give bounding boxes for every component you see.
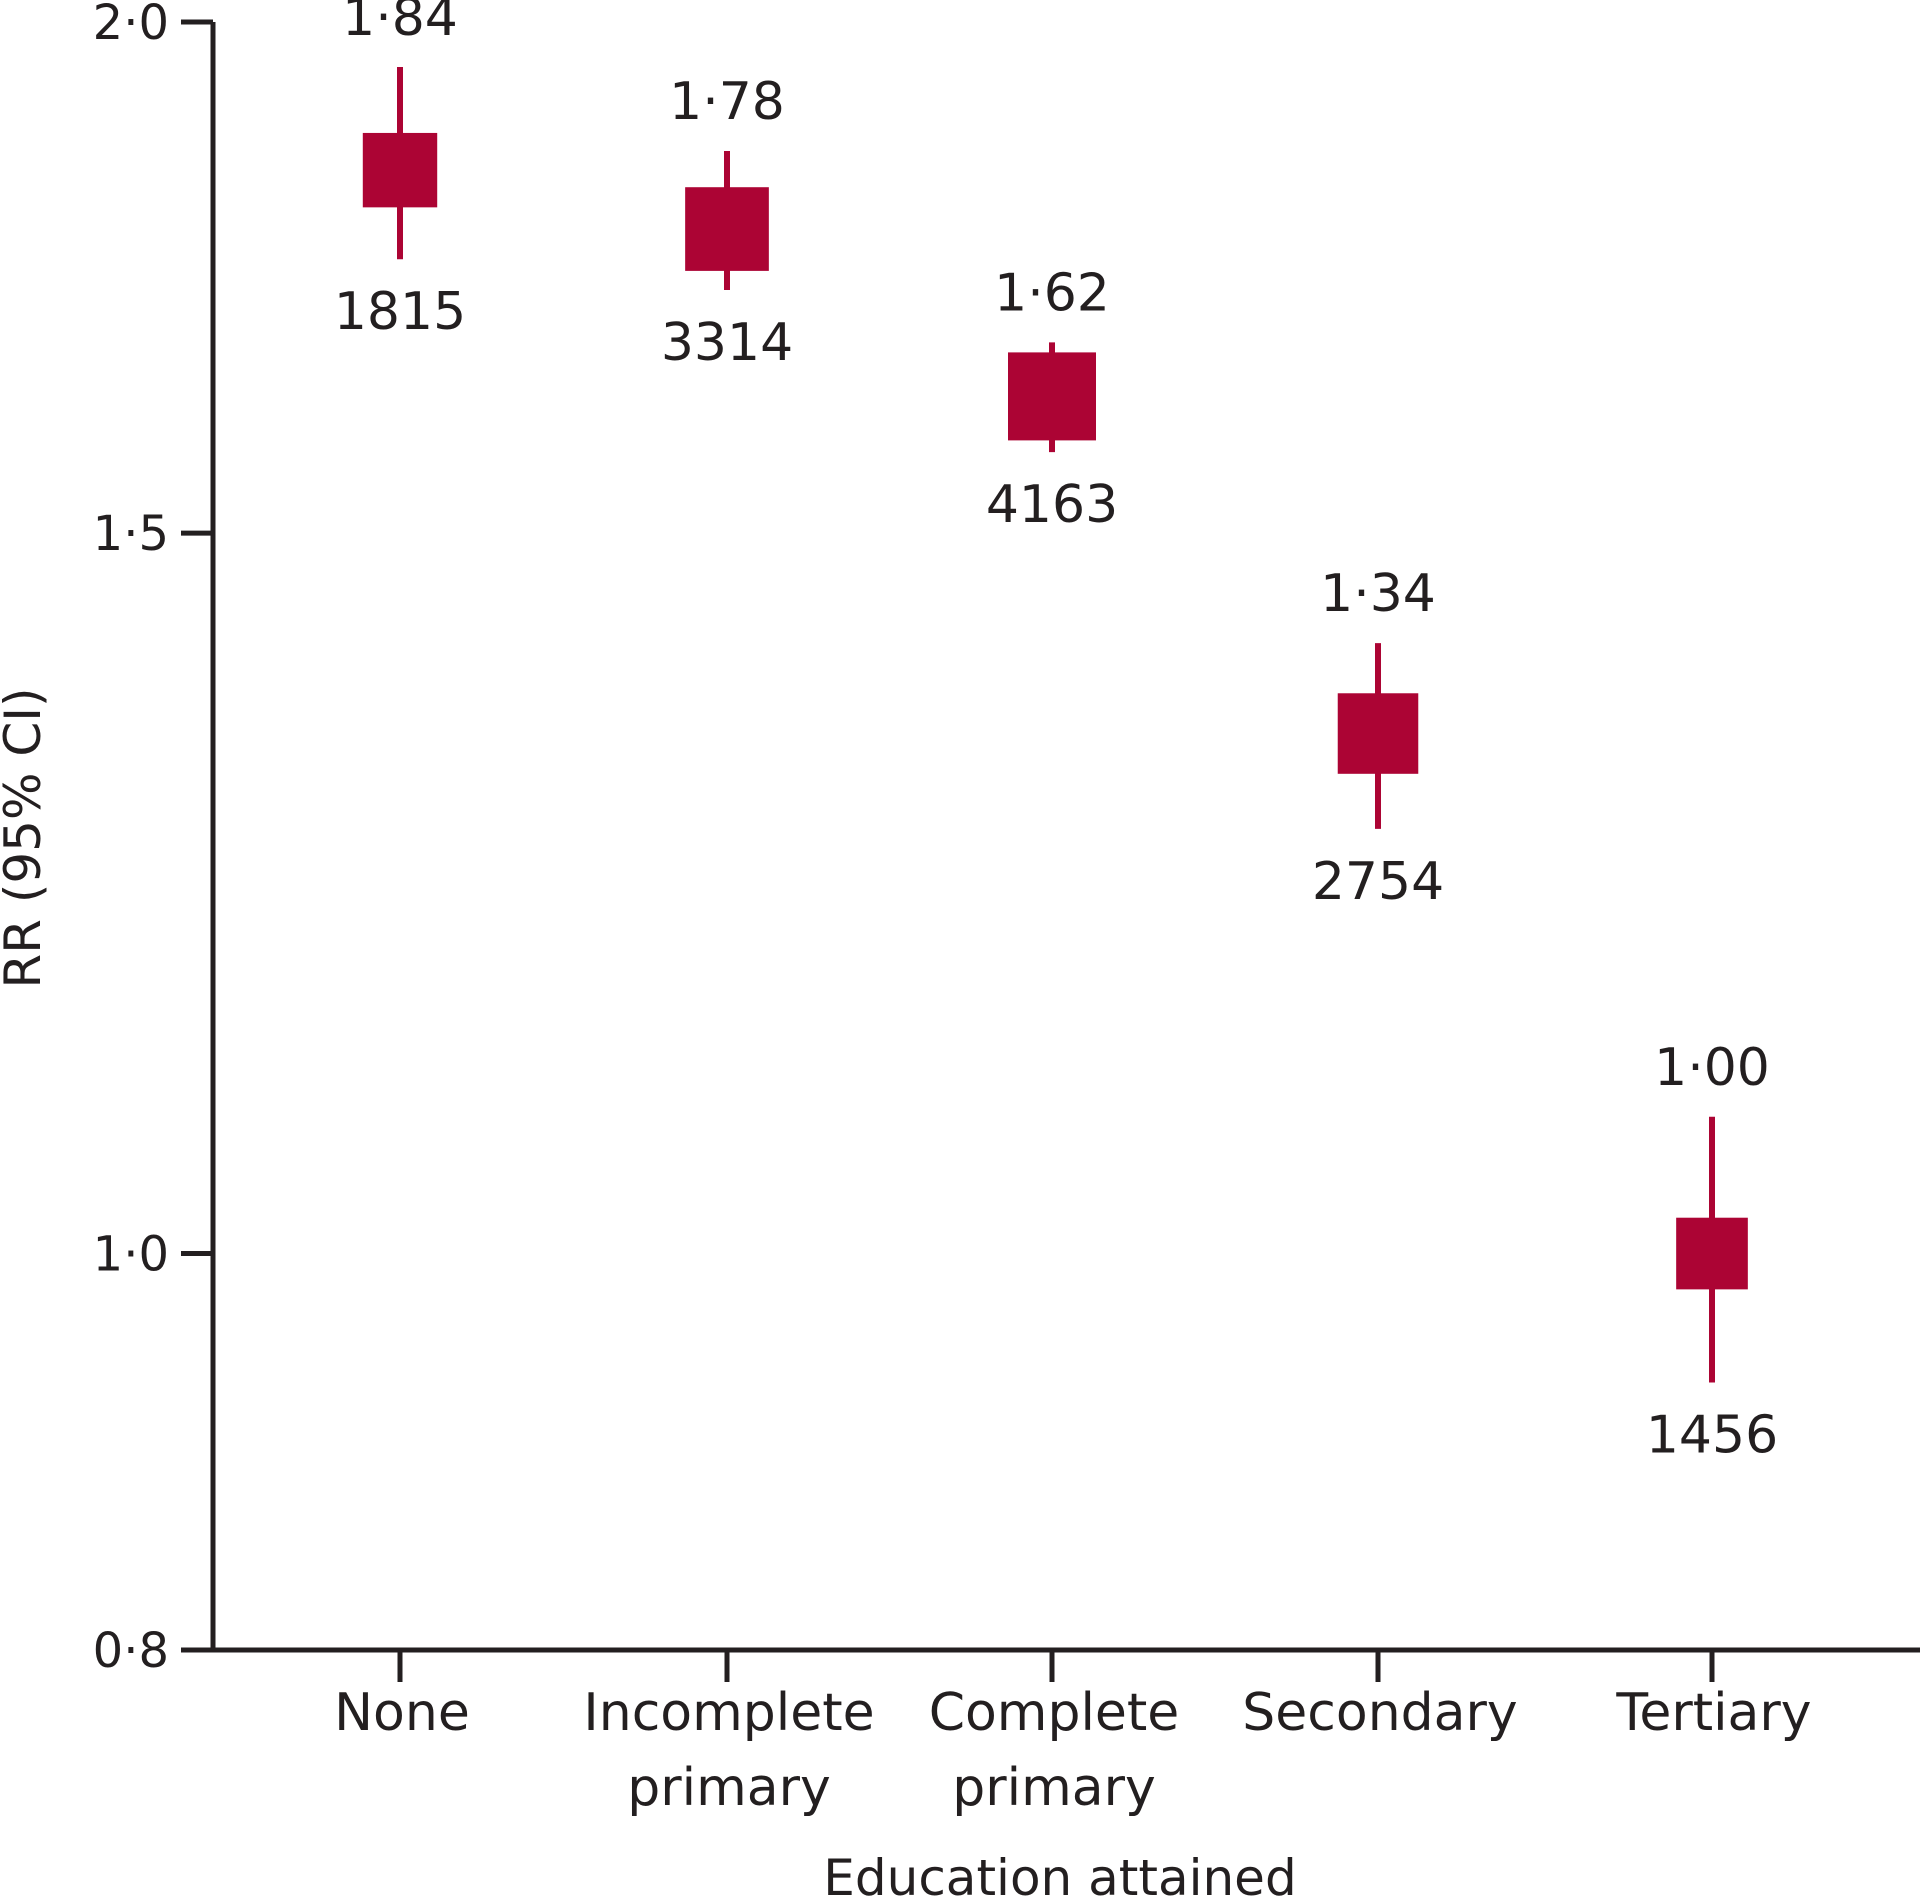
y-axis-title: RR (95% CI) [0,687,52,988]
rr-label: 1·00 [1654,1038,1770,1098]
n-label: 1815 [334,282,466,342]
point-marker [1008,352,1096,441]
x-tick-label: Tertiary [1615,1683,1811,1743]
axes [210,22,1920,1653]
y-ticks: 2·0 1·5 1·0 0·8 [93,0,213,1679]
point-marker [1676,1217,1748,1290]
n-label: 2754 [1312,852,1444,912]
y-tick-label: 1·0 [93,1227,169,1283]
n-label: 4163 [986,475,1118,535]
rr-label: 1·78 [669,72,785,132]
n-label: 3314 [661,313,793,373]
n-label: 1456 [1646,1405,1778,1465]
point-marker [1337,693,1419,774]
x-tick-label: None [334,1683,470,1743]
x-axis-title: Education attained [823,1849,1296,1901]
y-tick-label: 2·0 [93,0,169,51]
x-tick-label: Secondary [1242,1683,1517,1743]
x-tick-label: Complete [929,1683,1180,1743]
y-tick-label: 0·8 [93,1623,169,1679]
y-tick-label: 1·5 [93,506,169,562]
point-marker [685,187,769,271]
x-ticks: None Incomplete primary Complete primary Seco… [334,1650,1812,1818]
x-tick-label: Incomplete [583,1683,874,1743]
x-tick-label: primary [627,1758,831,1818]
x-tick-label: primary [952,1758,1156,1818]
data-marks: 1·84 1815 1·78 3314 1·62 4163 1·34 2754 1·00 1456 [334,0,1778,1465]
rr-label: 1·34 [1320,564,1436,624]
rr-label: 1·62 [994,263,1110,323]
rr-label: 1·84 [342,0,458,48]
point-marker [362,132,438,208]
